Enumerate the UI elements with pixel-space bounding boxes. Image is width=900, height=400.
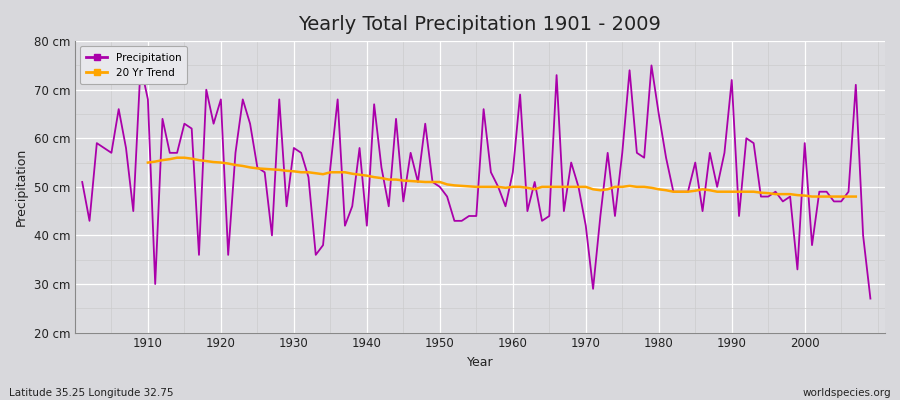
Title: Yearly Total Precipitation 1901 - 2009: Yearly Total Precipitation 1901 - 2009 — [299, 15, 662, 34]
Y-axis label: Precipitation: Precipitation — [15, 148, 28, 226]
Legend: Precipitation, 20 Yr Trend: Precipitation, 20 Yr Trend — [80, 46, 187, 84]
Text: Latitude 35.25 Longitude 32.75: Latitude 35.25 Longitude 32.75 — [9, 388, 174, 398]
X-axis label: Year: Year — [466, 356, 493, 369]
Text: worldspecies.org: worldspecies.org — [803, 388, 891, 398]
